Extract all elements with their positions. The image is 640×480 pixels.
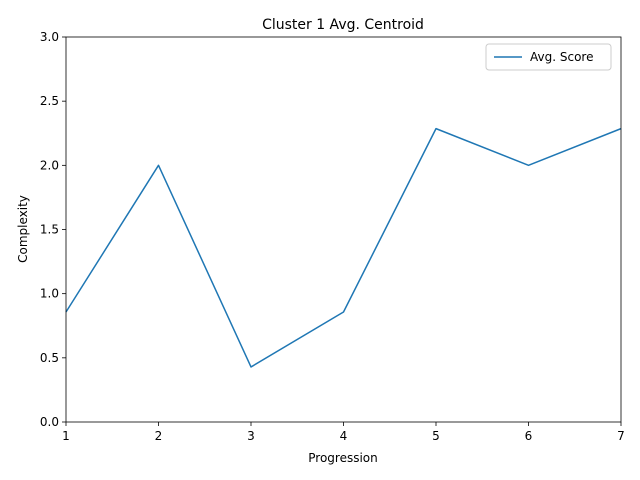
x-axis-ticks: 1 2 3 4 5 6 7 (62, 422, 625, 443)
y-tick-label: 0.0 (40, 415, 59, 429)
legend-box (485, 43, 612, 71)
y-tick-label: 2.0 (40, 158, 59, 172)
x-tick-label: 5 (432, 429, 440, 443)
legend: Avg. Score (485, 43, 612, 71)
y-axis-label: Complexity (16, 195, 30, 263)
x-tick-label: 6 (525, 429, 533, 443)
chart-title: Cluster 1 Avg. Centroid (262, 17, 424, 33)
x-axis-label: Progression (308, 451, 378, 465)
plot-frame (65, 36, 622, 423)
series-line (65, 127, 622, 368)
x-tick-label: 1 (62, 429, 70, 443)
legend-label: Avg. Score (530, 50, 593, 64)
y-tick-label: 3.0 (40, 30, 59, 44)
y-tick-label: 1.0 (40, 287, 59, 301)
y-tick-label: 1.5 (40, 223, 59, 237)
x-tick-label: 2 (155, 429, 163, 443)
y-axis-ticks: 0.0 0.5 1.0 1.5 2.0 2.5 3.0 (40, 30, 66, 429)
x-tick-label: 3 (247, 429, 255, 443)
series-lines (65, 127, 622, 368)
x-tick-label: 7 (617, 429, 625, 443)
y-tick-label: 0.5 (40, 351, 59, 365)
y-tick-label: 2.5 (40, 94, 59, 108)
x-tick-label: 4 (340, 429, 348, 443)
